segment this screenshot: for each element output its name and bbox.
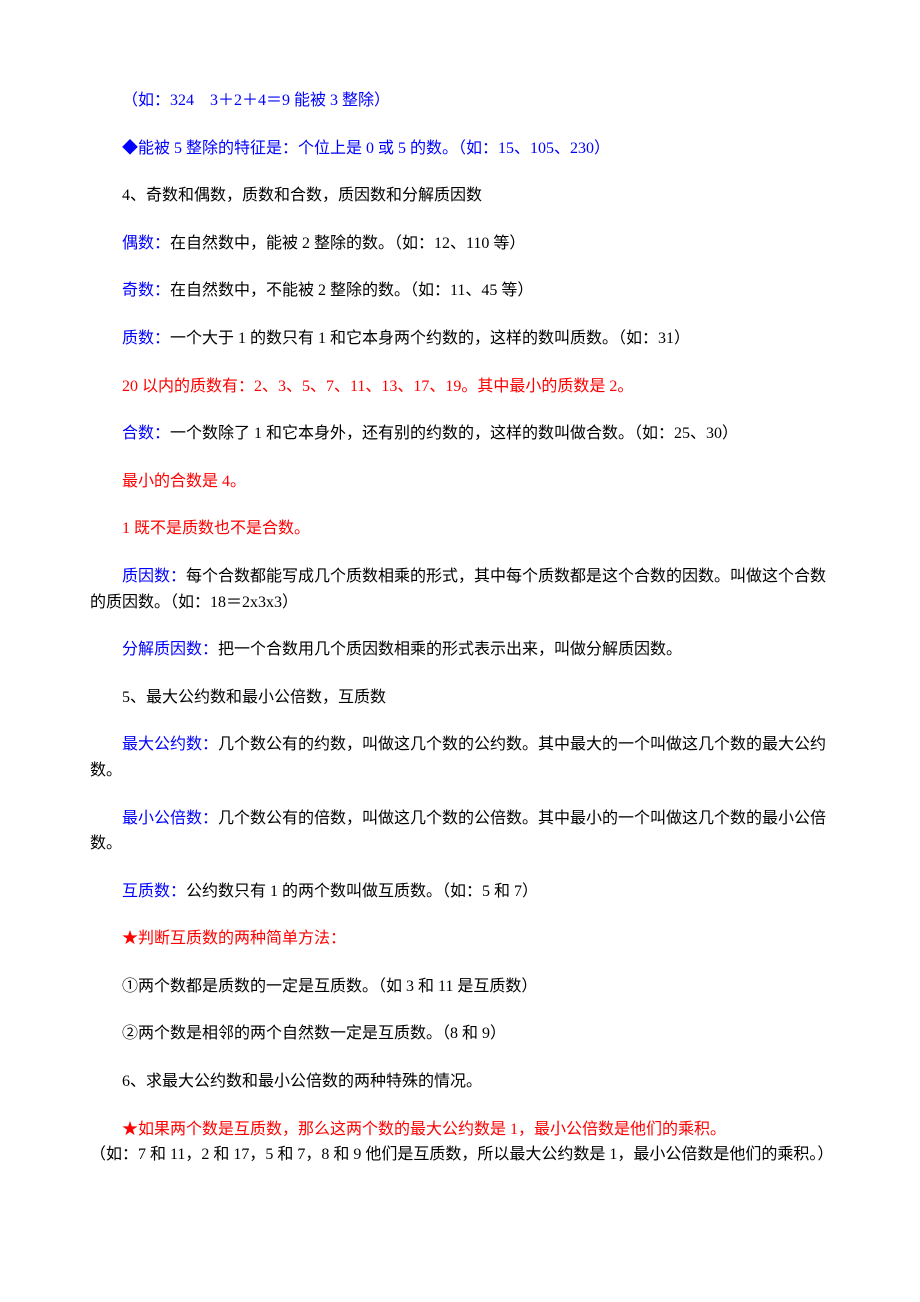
line-smallest-composite: 最小的合数是 4。 [90,469,830,495]
term-prime: 质数： [122,330,170,347]
line-coprime-rule: ★如果两个数是互质数，那么这两个数的最大公约数是 1，最小公倍数是他们的乘积。 （… [90,1117,830,1168]
line-lcm: 最小公倍数：几个数公有的倍数，叫做这几个数的公倍数。其中最小的一个叫做这几个数的… [90,806,830,857]
line-coprime-methods: ★判断互质数的两种简单方法： [90,926,830,952]
line-gcd: 最大公约数：几个数公有的约数，叫做这几个数的公约数。其中最大的一个叫做这几个数的… [90,732,830,783]
term-odd: 奇数： [122,282,170,299]
heading-4: 4、奇数和偶数，质数和合数，质因数和分解质因数 [90,183,830,209]
term-coprime: 互质数： [122,883,186,900]
line-method-1: ①两个数都是质数的一定是互质数。（如 3 和 11 是互质数） [90,974,830,1000]
def-prime-factor: 每个合数都能写成几个质数相乘的形式，其中每个质数都是这个合数的因数。叫做这个合数… [90,568,826,611]
def-coprime: 公约数只有 1 的两个数叫做互质数。（如：5 和 7） [186,883,538,900]
heading-5: 5、最大公约数和最小公倍数，互质数 [90,685,830,711]
term-factorization: 分解质因数： [122,641,218,658]
def-even: 在自然数中，能被 2 整除的数。（如：12、110 等） [170,235,525,252]
rule-coprime-example: （如：7 和 11，2 和 17，5 和 7，8 和 9 他们是互质数，所以最大… [90,1146,833,1163]
term-even: 偶数： [122,235,170,252]
line-factorization: 分解质因数：把一个合数用几个质因数相乘的形式表示出来，叫做分解质因数。 [90,637,830,663]
line-prime: 质数：一个大于 1 的数只有 1 和它本身两个约数的，这样的数叫质数。（如：31… [90,326,830,352]
term-lcm: 最小公倍数： [122,810,218,827]
def-odd: 在自然数中，不能被 2 整除的数。（如：11、45 等） [170,282,533,299]
document-page: （如：324 3＋2＋4＝9 能被 3 整除） ◆能被 5 整除的特征是：个位上… [0,0,920,1302]
line-even: 偶数：在自然数中，能被 2 整除的数。（如：12、110 等） [90,231,830,257]
heading-6: 6、求最大公约数和最小公倍数的两种特殊的情况。 [90,1069,830,1095]
line-method-2: ②两个数是相邻的两个自然数一定是互质数。（8 和 9） [90,1021,830,1047]
def-factorization: 把一个合数用几个质因数相乘的形式表示出来，叫做分解质因数。 [218,641,682,658]
line-composite: 合数：一个数除了 1 和它本身外，还有别的约数的，这样的数叫做合数。（如：25、… [90,421,830,447]
line-coprime: 互质数：公约数只有 1 的两个数叫做互质数。（如：5 和 7） [90,879,830,905]
line-example-324: （如：324 3＋2＋4＝9 能被 3 整除） [90,88,830,114]
term-composite: 合数： [122,425,170,442]
line-prime-factor: 质因数：每个合数都能写成几个质数相乘的形式，其中每个质数都是这个合数的因数。叫做… [90,564,830,615]
line-odd: 奇数：在自然数中，不能被 2 整除的数。（如：11、45 等） [90,278,830,304]
rule-coprime-red: ★如果两个数是互质数，那么这两个数的最大公约数是 1，最小公倍数是他们的乘积。 [122,1121,726,1138]
def-composite: 一个数除了 1 和它本身外，还有别的约数的，这样的数叫做合数。（如：25、30） [170,425,738,442]
term-gcd: 最大公约数： [122,736,218,753]
line-one-neither: 1 既不是质数也不是合数。 [90,516,830,542]
line-div-by-5: ◆能被 5 整除的特征是：个位上是 0 或 5 的数。（如：15、105、230… [90,136,830,162]
def-prime: 一个大于 1 的数只有 1 和它本身两个约数的，这样的数叫质数。（如：31） [170,330,690,347]
line-primes-under-20: 20 以内的质数有：2、3、5、7、11、13、17、19。其中最小的质数是 2… [90,374,830,400]
term-prime-factor: 质因数： [122,568,186,585]
